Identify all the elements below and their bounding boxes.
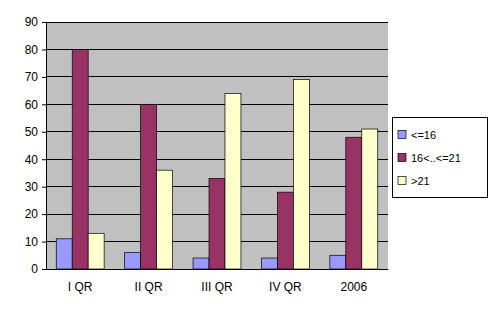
tick-mark [42, 22, 46, 23]
tick: 2006 [340, 280, 367, 294]
axis-line [46, 23, 47, 270]
tick-label: 10 [25, 235, 39, 249]
legend-box [392, 118, 487, 198]
legend-swatch [398, 177, 406, 185]
chart-container: 0 10 20 30 40 50 60 70 80 90 I QR II QR III QR IV QR 2… [0, 0, 492, 315]
legend-label: 16<..<=21 [411, 152, 461, 164]
tick-label: 2006 [340, 280, 367, 294]
legend-label: >21 [411, 175, 430, 187]
tick: I QR [68, 280, 93, 294]
tick-mark [42, 159, 46, 160]
plot-area [46, 22, 388, 269]
tick-label: 90 [25, 15, 39, 29]
bar [125, 253, 141, 269]
bar [141, 104, 157, 269]
tick: 80 [25, 43, 46, 57]
tick-label: 60 [25, 98, 39, 112]
grid-line [46, 49, 388, 50]
bar [56, 239, 72, 269]
bar [72, 49, 88, 269]
tick: 20 [25, 207, 46, 221]
bar [193, 258, 209, 269]
bar [346, 137, 362, 269]
bar [88, 233, 104, 269]
tick-label: 50 [25, 125, 39, 139]
tick-mark [42, 187, 46, 188]
legend-swatch [398, 131, 406, 139]
tick: III QR [201, 280, 233, 294]
tick-mark [42, 104, 46, 105]
tick-mark [42, 77, 46, 78]
bar [293, 80, 309, 269]
tick: 0 [31, 262, 46, 276]
chart-svg: 0 10 20 30 40 50 60 70 80 90 I QR II QR III QR IV QR 2… [0, 0, 492, 315]
bar [261, 258, 277, 269]
tick-label: IV QR [269, 280, 302, 294]
grid [46, 22, 388, 269]
tick-label: II QR [135, 280, 163, 294]
grid-line [46, 159, 388, 160]
axis-line [47, 269, 389, 270]
tick-mark [42, 269, 46, 270]
grid-line [46, 104, 388, 105]
tick-mark [42, 242, 46, 243]
bar [362, 129, 378, 269]
grid-line [46, 131, 388, 132]
tick-label: 0 [31, 262, 38, 276]
tick-mark [42, 214, 46, 215]
bar [209, 178, 225, 269]
tick: 10 [25, 235, 46, 249]
tick: 60 [25, 98, 46, 112]
tick-label: 70 [25, 70, 39, 84]
tick: 40 [25, 153, 46, 167]
tick: 50 [25, 125, 46, 139]
bar [157, 170, 173, 269]
grid-line [46, 76, 388, 77]
x-axis: I QR II QR III QR IV QR 2006 [47, 270, 389, 294]
tick: 30 [25, 180, 46, 194]
tick-label: 80 [25, 43, 39, 57]
bar [330, 255, 346, 269]
tick: 70 [25, 70, 46, 84]
tick-label: 20 [25, 207, 39, 221]
bar [277, 192, 293, 269]
tick-mark [42, 49, 46, 50]
bars [56, 49, 377, 269]
tick: IV QR [269, 280, 302, 294]
tick: II QR [135, 280, 163, 294]
y-axis: 0 10 20 30 40 50 60 70 80 90 [25, 15, 47, 276]
bar [225, 93, 241, 269]
tick: 90 [25, 15, 46, 29]
tick-mark [42, 132, 46, 133]
legend: <=16 16<..<=21 >21 [392, 118, 487, 198]
tick-label: 40 [25, 153, 39, 167]
tick-label: III QR [201, 280, 233, 294]
legend-swatch [398, 154, 406, 162]
grid-line [46, 22, 388, 23]
tick-label: 30 [25, 180, 39, 194]
background [0, 0, 492, 315]
legend-label: <=16 [411, 129, 436, 141]
tick-label: I QR [68, 280, 93, 294]
